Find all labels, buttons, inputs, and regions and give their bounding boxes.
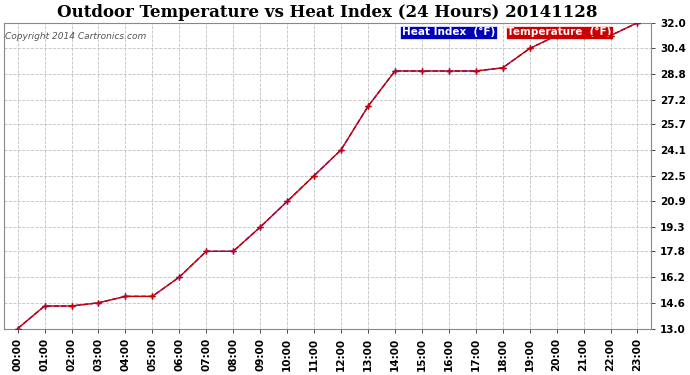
Text: Heat Index  (°F): Heat Index (°F) bbox=[402, 27, 495, 38]
Text: Copyright 2014 Cartronics.com: Copyright 2014 Cartronics.com bbox=[6, 32, 147, 41]
Text: Temperature  (°F): Temperature (°F) bbox=[507, 27, 612, 38]
Title: Outdoor Temperature vs Heat Index (24 Hours) 20141128: Outdoor Temperature vs Heat Index (24 Ho… bbox=[57, 4, 598, 21]
